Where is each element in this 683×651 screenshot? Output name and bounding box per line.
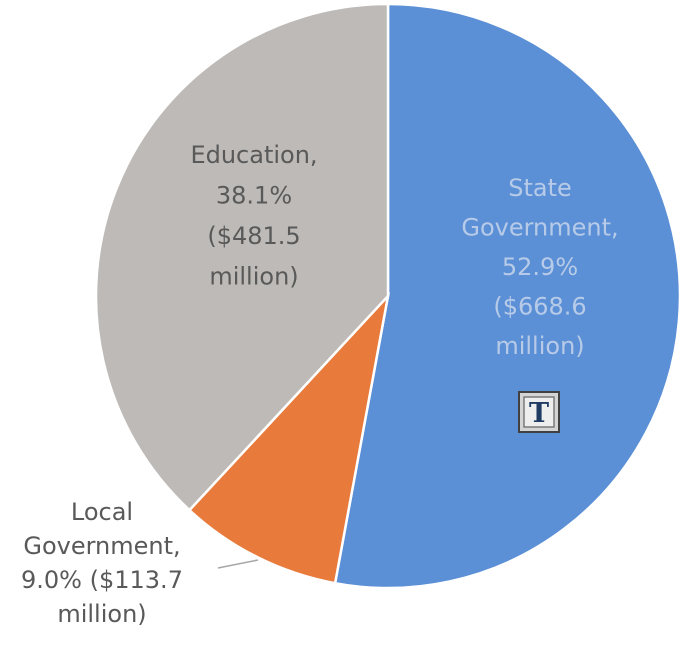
slice-label-line: ($481.5 [207, 222, 300, 250]
t-badge: T [518, 391, 560, 433]
slice-label-line: million) [57, 600, 146, 628]
slice-label-line: million) [495, 332, 584, 360]
slice-label-line: Government, [461, 214, 618, 242]
slice-label-line: Local [71, 498, 133, 526]
pie-slice-state-government [333, 2, 682, 590]
slice-label-line: Education, [190, 141, 317, 169]
slice-label-line: Government, [23, 532, 180, 560]
slice-label-education: Education, 38.1% ($481.5 million) [190, 141, 317, 291]
slice-label-local-government: Local Government, 9.0% ($113.7 million) [21, 498, 183, 628]
pie-slice-education [94, 2, 390, 512]
pie-slice-local-government [187, 291, 391, 585]
slice-label-line: million) [209, 263, 298, 291]
slice-label-line: 9.0% ($113.7 [21, 566, 183, 594]
labels-group: State Government, 52.9% ($668.6 million)Loca… [21, 141, 619, 628]
slice-label-state-government: State Government, 52.9% ($668.6 million) [461, 174, 618, 360]
slice-label-line: 38.1% [216, 182, 292, 210]
t-badge-letter: T [529, 398, 549, 429]
slice-label-line: 52.9% [502, 253, 578, 281]
local-government-leader-line [217, 559, 259, 569]
slices-group [94, 2, 682, 590]
slice-label-line: ($668.6 [493, 293, 586, 321]
slice-label-line: State [508, 174, 572, 202]
